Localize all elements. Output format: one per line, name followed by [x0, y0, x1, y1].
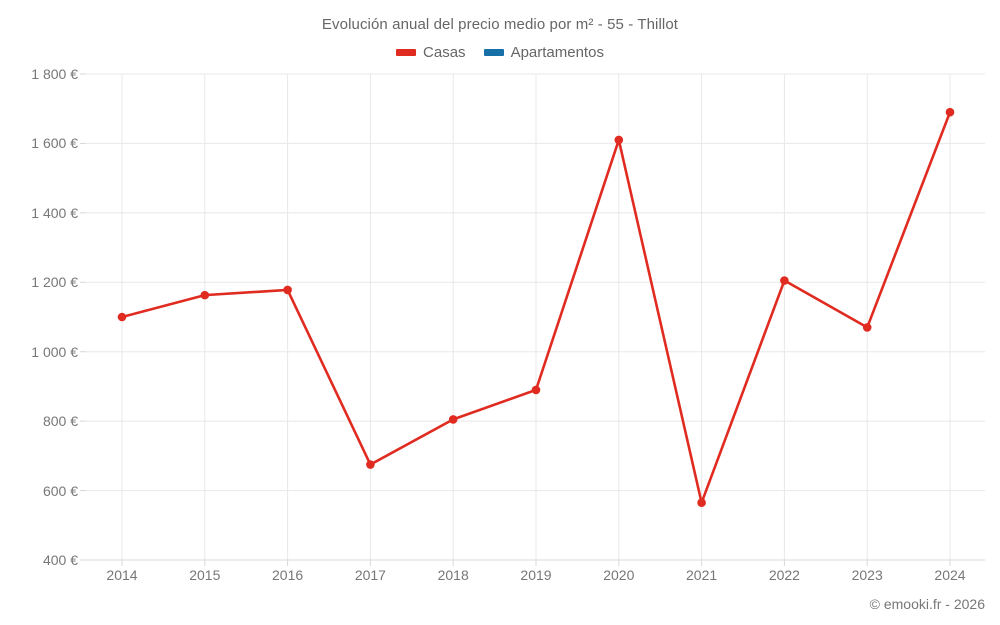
legend-item-apartamentos[interactable]: Apartamentos [483, 44, 604, 61]
x-tick-label: 2014 [106, 567, 138, 583]
plot-area [80, 73, 985, 566]
data-point-casas[interactable] [283, 285, 292, 295]
y-tick-label: 800 € [42, 413, 78, 430]
data-point-casas[interactable] [117, 312, 127, 322]
y-tick-label: 400 € [42, 552, 78, 568]
y-tick-label: 600 € [42, 482, 78, 499]
y-tick-label: 1 400 € [31, 204, 78, 221]
legend-swatch-casas-icon [396, 49, 417, 56]
x-tick-label: 2019 [520, 567, 552, 583]
data-point-casas[interactable] [531, 385, 541, 395]
x-tick-label: 2021 [686, 567, 718, 583]
y-tick-label: 1 000 € [31, 343, 78, 360]
y-tick-label: 1 200 € [31, 274, 78, 291]
y-tick-label: 1 600 € [31, 135, 78, 152]
data-point-casas[interactable] [862, 323, 872, 332]
x-tick-label: 2024 [934, 567, 966, 583]
data-point-casas[interactable] [780, 276, 789, 285]
data-point-casas[interactable] [697, 498, 706, 508]
data-point-casas[interactable] [200, 290, 210, 300]
plot-svg [80, 73, 985, 566]
x-tick-label: 2017 [354, 567, 386, 583]
x-tick-label: 2020 [603, 567, 635, 583]
x-tick-label: 2022 [768, 567, 800, 583]
x-tick-label: 2016 [272, 567, 304, 583]
legend-label-casas: Casas [423, 44, 466, 61]
data-point-casas[interactable] [614, 135, 624, 145]
data-point-casas[interactable] [366, 460, 375, 469]
x-tick-label: 2018 [437, 567, 469, 583]
x-tick-label: 2023 [851, 567, 883, 583]
chart-title: Evolución anual del precio medio por m² … [321, 16, 679, 33]
legend-item-casas[interactable]: Casas [396, 45, 466, 60]
y-tick-label: 1 800 € [31, 66, 78, 82]
legend-label-apartamentos: Apartamentos [510, 44, 604, 61]
data-point-casas[interactable] [945, 107, 955, 117]
data-point-casas[interactable] [448, 415, 458, 424]
chart-legend: Casas Apartamentos [0, 45, 1000, 60]
legend-swatch-apartamentos-icon [483, 49, 504, 56]
footer-credit: © emooki.fr - 2026 [869, 596, 985, 612]
x-tick-label: 2015 [189, 567, 221, 583]
